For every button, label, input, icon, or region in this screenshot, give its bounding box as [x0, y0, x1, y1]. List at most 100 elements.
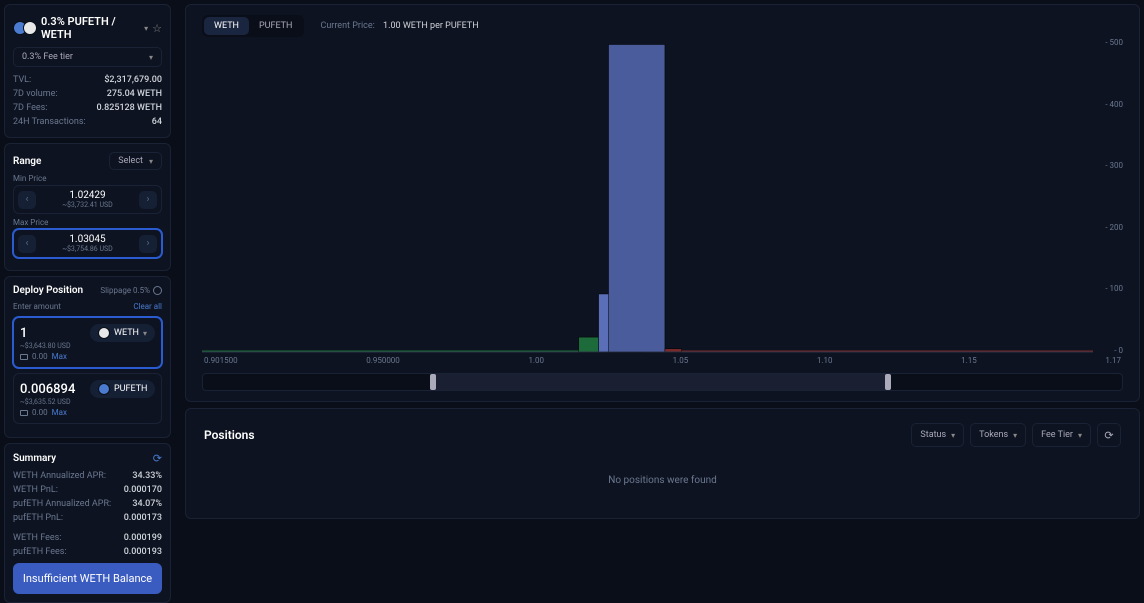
refresh-icon[interactable]: ⟳ [153, 452, 162, 465]
chart-token-tabs: WETHPUFETH [202, 15, 304, 37]
chart-tab-pufeth[interactable]: PUFETH [249, 17, 302, 35]
liquidity-chart[interactable]: - 500- 400- 300- 200- 100- 0 [202, 43, 1123, 354]
amount-input-b[interactable] [20, 382, 90, 397]
y-tick: - 0 [1114, 346, 1123, 355]
summary-value: 0.000199 [124, 533, 162, 543]
chevron-down-icon: ▾ [149, 157, 153, 166]
fee-tier-label: 0.3% Fee tier [22, 52, 73, 62]
chart-panel: WETHPUFETH Current Price: 1.00 WETH per … [185, 4, 1140, 402]
summary-row: pufETH Annualized APR: 34.07% [13, 497, 162, 511]
sidebar: 0.3% PUFETH / WETH ▾ ☆ 0.3% Fee tier ▾ T… [0, 0, 175, 517]
balance-b: 0.00 [32, 408, 48, 417]
min-decrement-button[interactable]: ‹ [18, 191, 36, 209]
positions-filter-status[interactable]: Status▾ [911, 423, 964, 447]
x-tick: 1.17 [1105, 356, 1121, 365]
max-button-a[interactable]: Max [52, 352, 67, 361]
chart-x-axis: 0.9015000.9500001.001.051.101.151.17 [202, 356, 1123, 365]
y-tick: - 200 [1105, 223, 1123, 232]
positions-filters: Status▾Tokens▾Fee Tier▾⟳ [911, 423, 1121, 447]
deploy-cta-button[interactable]: Insufficient WETH Balance [13, 563, 162, 594]
summary-row: WETH Annualized APR:34.33% [13, 469, 162, 483]
amount-a-usd: ~$3,643.80 USD [20, 342, 155, 350]
weth-icon [23, 21, 37, 35]
pair-token-icons [13, 21, 37, 35]
amount-box-a: WETH ▾ ~$3,643.80 USD 0.00 Max [13, 317, 162, 368]
summary-panel: Summary ⟳ WETH Annualized APR:34.33%WETH… [4, 443, 171, 603]
clear-all-link[interactable]: Clear all [133, 302, 162, 311]
chevron-down-icon: ▾ [951, 431, 955, 440]
token-a-symbol: WETH [114, 328, 139, 338]
chart-brush[interactable] [202, 373, 1123, 391]
brush-right-handle[interactable] [885, 374, 891, 390]
token-select-b[interactable]: PUFETH [90, 380, 155, 398]
stat-row: 7D Fees: 0.825128 WETH [13, 101, 162, 115]
chevron-down-icon: ▾ [1013, 431, 1017, 440]
deploy-title: Deploy Position [13, 285, 83, 296]
weth-icon [98, 327, 110, 339]
positions-filter-fee-tier[interactable]: Fee Tier▾ [1032, 423, 1091, 447]
slippage-label: Slippage 0.5% [100, 286, 150, 295]
y-tick: - 500 [1105, 38, 1123, 47]
range-select-label: Select [118, 156, 143, 166]
pufeth-icon [98, 383, 110, 395]
wallet-icon [20, 354, 28, 360]
max-button-b[interactable]: Max [52, 408, 67, 417]
summary-row: WETH Fees: 0.000199 [13, 531, 162, 545]
brush-left-handle[interactable] [430, 374, 436, 390]
stat-row: 24H Transactions: 64 [13, 115, 162, 129]
x-tick: 1.15 [961, 356, 977, 365]
token-b-symbol: PUFETH [114, 384, 147, 394]
x-tick: 1.00 [528, 356, 544, 365]
range-title: Range [13, 156, 41, 167]
pair-header[interactable]: 0.3% PUFETH / WETH ▾ ☆ [13, 13, 162, 47]
positions-refresh-button[interactable]: ⟳ [1097, 423, 1121, 447]
pair-title: 0.3% PUFETH / WETH [41, 15, 140, 41]
summary-label: WETH Annualized APR: [13, 471, 106, 481]
token-select-a[interactable]: WETH ▾ [90, 324, 155, 342]
positions-empty-text: No positions were found [204, 447, 1121, 504]
stat-label: 24H Transactions: [13, 117, 86, 127]
y-tick: - 300 [1105, 161, 1123, 170]
stat-value: $2,317,679.00 [104, 75, 162, 85]
stat-value: 275.04 WETH [107, 89, 162, 99]
max-price-usd: ~$3,754.86 USD [40, 245, 135, 253]
amount-box-b: PUFETH ~$3,635.52 USD 0.00 Max [13, 373, 162, 424]
max-price-value: 1.03045 [40, 234, 135, 245]
favorite-star-icon[interactable]: ☆ [152, 22, 162, 35]
range-select-button[interactable]: Select ▾ [109, 152, 162, 170]
stat-row: TVL: $2,317,679.00 [13, 73, 162, 87]
summary-value: 34.07% [132, 499, 162, 509]
fee-tier-select[interactable]: 0.3% Fee tier ▾ [13, 47, 162, 67]
chevron-down-icon: ▾ [149, 53, 153, 62]
max-decrement-button[interactable]: ‹ [18, 235, 36, 253]
min-increment-button[interactable]: › [139, 191, 157, 209]
min-price-value: 1.02429 [40, 190, 135, 201]
summary-value: 0.000173 [124, 513, 162, 523]
max-increment-button[interactable]: › [139, 235, 157, 253]
summary-label: pufETH Fees: [13, 547, 67, 557]
positions-panel: Positions Status▾Tokens▾Fee Tier▾⟳ No po… [185, 408, 1140, 519]
brush-range[interactable] [433, 374, 888, 390]
x-tick: 1.05 [673, 356, 689, 365]
positions-filter-tokens[interactable]: Tokens▾ [970, 423, 1026, 447]
y-tick: - 100 [1105, 284, 1123, 293]
stat-value: 64 [152, 117, 162, 127]
deploy-panel: Deploy Position Slippage 0.5% Enter amou… [4, 276, 171, 438]
chart-header: WETHPUFETH Current Price: 1.00 WETH per … [202, 15, 1123, 37]
stat-label: TVL: [13, 75, 31, 85]
chevron-down-icon: ▾ [143, 329, 147, 338]
min-price-box: ‹ 1.02429 ~$3,732.41 USD › [13, 185, 162, 214]
chart-tab-weth[interactable]: WETH [204, 17, 249, 35]
summary-label: WETH Fees: [13, 533, 61, 543]
x-tick: 1.10 [817, 356, 833, 365]
stat-label: 7D Fees: [13, 103, 47, 113]
amount-input-a[interactable] [20, 326, 90, 341]
summary-row: WETH PnL:0.000170 [13, 483, 162, 497]
slippage-setting[interactable]: Slippage 0.5% [100, 286, 162, 295]
summary-label: pufETH PnL: [13, 513, 63, 523]
main: WETHPUFETH Current Price: 1.00 WETH per … [175, 0, 1144, 517]
summary-label: pufETH Annualized APR: [13, 499, 111, 509]
balance-a: 0.00 [32, 352, 48, 361]
chevron-down-icon: ▾ [144, 24, 148, 33]
x-tick: 0.950000 [366, 356, 400, 365]
